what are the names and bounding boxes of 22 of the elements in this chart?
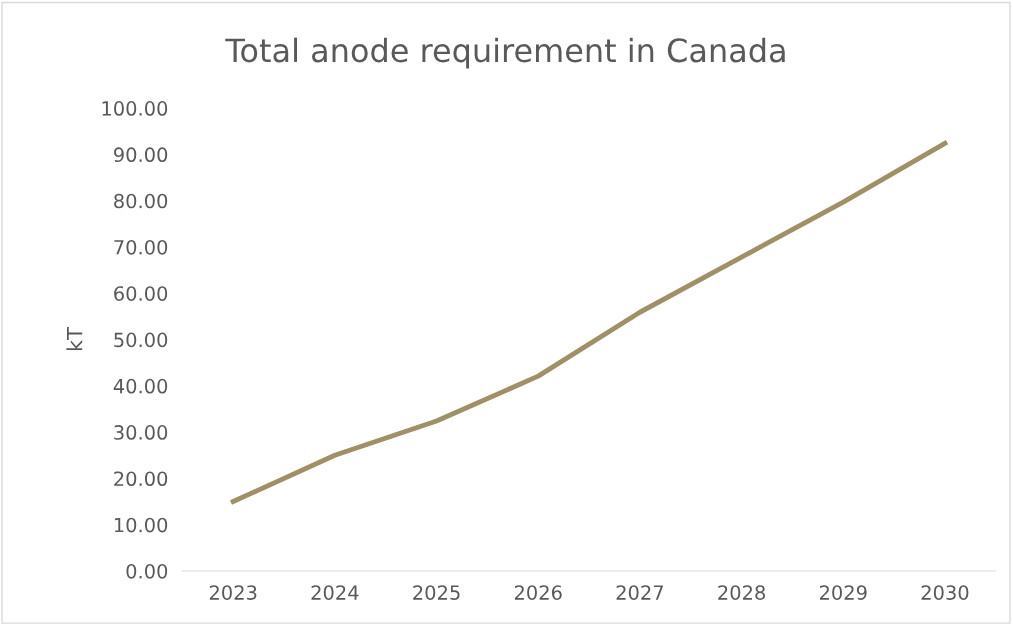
y-tick-label: 80.00 xyxy=(114,193,168,209)
x-tick-label: 2024 xyxy=(311,585,359,600)
y-tick-label: 90.00 xyxy=(114,147,168,163)
x-tick-label: 2027 xyxy=(616,585,663,600)
chart-title: Total anode requirement in Canada xyxy=(225,37,785,69)
y-tick-label: 60.00 xyxy=(114,286,168,301)
x-tick-label: 2030 xyxy=(921,585,969,600)
y-tick-label: 100.00 xyxy=(102,101,168,116)
y-axis-title: kT xyxy=(66,327,83,351)
y-tick-label: 40.00 xyxy=(113,378,168,394)
x-tick-label: 2029 xyxy=(819,585,867,600)
line-series xyxy=(230,140,948,504)
y-tick-label: 30.00 xyxy=(114,425,168,440)
y-tick-label: 50.00 xyxy=(114,332,168,348)
x-tick-label: 2025 xyxy=(413,585,460,600)
x-tick-label: 2023 xyxy=(209,585,257,600)
y-tick-label: 0.00 xyxy=(126,563,168,579)
y-tick-label: 70.00 xyxy=(114,239,168,255)
y-tick-label: 20.00 xyxy=(114,471,168,487)
x-tick-label: 2028 xyxy=(718,585,765,600)
x-tick-label: 2026 xyxy=(514,585,562,600)
y-tick-label: 10.00 xyxy=(114,517,168,533)
